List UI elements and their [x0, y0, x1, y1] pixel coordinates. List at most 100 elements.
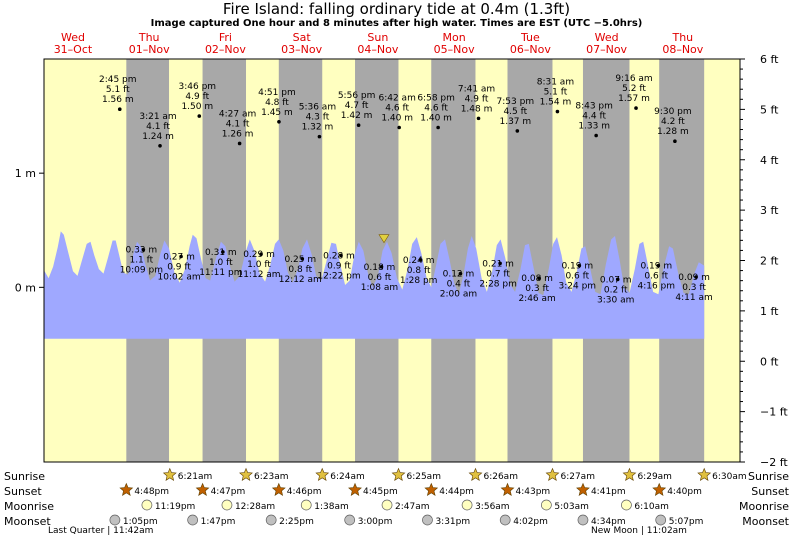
day-label: Sat: [293, 31, 312, 44]
moonrise-icon: [621, 499, 632, 511]
tide-ft-label: 4.1 ft: [146, 122, 170, 132]
tide-time-label: 2:45 pm: [99, 75, 137, 85]
high-tide-point: [555, 109, 560, 114]
high-tide-point: [277, 119, 281, 124]
moonset-time: 1:47pm: [201, 517, 236, 527]
tide-time-label: 8:43 pm: [575, 101, 613, 111]
tide-time-label: 2:00 am: [440, 290, 477, 300]
moonrise-icon: [221, 499, 233, 511]
tide-ft-label: 4.8 ft: [265, 98, 289, 108]
tide-ft-label: 0.3 ft: [682, 283, 706, 293]
row-label-moonset: Moonset: [4, 515, 51, 528]
moonset-icon: [265, 514, 277, 526]
low-tide-point: [379, 264, 384, 269]
low-tide-point: [221, 250, 225, 254]
sunrise-icon: [697, 467, 712, 481]
tide-m-label: 0.28 m: [323, 251, 355, 261]
day-label: Thu: [138, 31, 160, 44]
high-tide-point: [237, 141, 242, 146]
day-label: Fri: [219, 31, 232, 44]
tide-time-label: 7:53 pm: [497, 97, 535, 107]
sunset-time: 4:41pm: [591, 487, 626, 497]
sunrise-icon: [315, 467, 330, 481]
tide-time-label: 12:22 pm: [317, 271, 360, 281]
y-tick-label-ft: −1 ft: [760, 406, 788, 419]
tide-m-label: 0.19 m: [640, 262, 672, 272]
moonset-icon: [655, 514, 667, 526]
low-tide-point: [537, 276, 541, 280]
moonset-icon: [109, 514, 121, 526]
tide-ft-label: 1.0 ft: [247, 260, 271, 270]
y-tick-label-ft: 4 ft: [760, 154, 779, 167]
sunset-icon: [500, 482, 515, 496]
last-quarter-note: Last Quarter | 11:42am: [48, 526, 154, 536]
tide-ft-label: 4.6 ft: [424, 103, 448, 113]
tide-m-label: 1.54 m: [540, 98, 572, 108]
moonrise-time: 5:03am: [554, 502, 589, 512]
sunrise-icon: [622, 467, 637, 481]
moonrise-icon: [461, 499, 473, 511]
moonset-time: 2:25pm: [279, 517, 314, 527]
day-label: Wed: [61, 31, 85, 44]
low-tide-point: [615, 277, 620, 282]
day-label: Tue: [520, 31, 540, 44]
tide-m-label: 1.26 m: [222, 129, 254, 139]
moonrise-time: 11:19pm: [155, 502, 195, 512]
tide-ft-label: 5.2 ft: [622, 84, 646, 94]
tide-time-label: 6:58 pm: [417, 93, 455, 103]
tide-m-label: 1.40 m: [381, 113, 413, 123]
tide-ft-label: 0.9 ft: [327, 261, 351, 271]
high-tide-point: [436, 125, 440, 130]
moonset-icon: [499, 514, 511, 526]
y-tick-label-ft: 6 ft: [760, 53, 779, 66]
high-tide-point: [515, 129, 520, 133]
moonrise-time: 1:38am: [314, 502, 349, 512]
sunrise-time: 6:23am: [254, 472, 288, 482]
row-label-sunset: Sunset: [4, 485, 42, 498]
tide-ft-label: 1.0 ft: [209, 258, 233, 268]
sunrise-icon: [468, 467, 483, 481]
moonset-time: 4:34pm: [591, 517, 626, 527]
y-tick-label-ft: 2 ft: [760, 255, 779, 268]
tide-time-label: 4:27 am: [219, 109, 256, 119]
moonset-icon: [344, 514, 356, 526]
tide-ft-label: 0.4 ft: [447, 280, 471, 290]
moonset-time: 1:05pm: [123, 517, 158, 527]
night-band: [582, 59, 630, 462]
sunset-icon: [576, 482, 590, 496]
tide-m-label: 0.19 m: [561, 262, 593, 272]
sunset-time: 4:40pm: [667, 487, 702, 497]
tide-m-label: 0.18 m: [364, 263, 396, 273]
day-label: Wed: [595, 31, 619, 44]
tide-ft-label: 4.4 ft: [582, 111, 606, 121]
tide-time-label: 12:12 am: [279, 275, 322, 285]
date-label: 31–Oct: [54, 43, 93, 56]
sunset-icon: [652, 482, 667, 496]
moonset-icon: [187, 514, 199, 526]
y-tick-label-m: 1 m: [15, 167, 36, 180]
tide-m-label: 0.29 m: [243, 250, 275, 260]
date-label: 07–Nov: [586, 43, 627, 56]
tide-m-label: 1.37 m: [499, 117, 531, 127]
y-tick-label-ft: −2 ft: [760, 456, 788, 469]
sunset-time: 4:43pm: [515, 487, 550, 497]
tide-time-label: 10:09 pm: [120, 266, 163, 276]
moonset-icon: [422, 514, 433, 526]
tide-time-label: 3:30 am: [597, 295, 634, 305]
tide-ft-label: 4.9 ft: [185, 92, 209, 102]
low-tide-point: [141, 247, 146, 252]
high-tide-point: [673, 139, 677, 143]
sunset-icon: [195, 482, 210, 496]
moonrise-time: 12:28am: [235, 502, 275, 512]
high-tide-point: [634, 106, 638, 110]
sunset-time: 4:48pm: [134, 487, 169, 497]
y-tick-label-m: 0 m: [15, 281, 36, 294]
tide-ft-label: 4.2 ft: [661, 117, 685, 127]
tide-time-label: 1:28 pm: [400, 276, 438, 286]
tide-ft-label: 5.1 ft: [544, 88, 568, 98]
sunrise-time: 6:27am: [560, 472, 595, 482]
moonset-time: 4:02pm: [513, 517, 548, 527]
sunrise-icon: [391, 467, 406, 481]
tide-m-label: 0.07 m: [600, 275, 632, 285]
